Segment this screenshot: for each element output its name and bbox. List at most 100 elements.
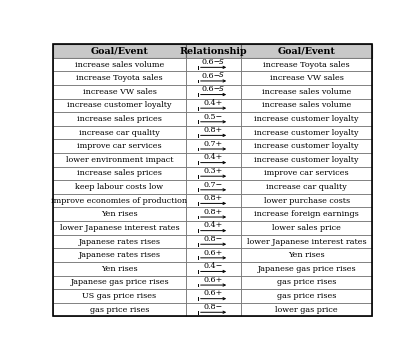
Bar <box>54 126 186 140</box>
Bar <box>54 112 186 126</box>
Text: Yen rises: Yen rises <box>288 251 325 259</box>
Text: lower purchase costs: lower purchase costs <box>264 197 350 205</box>
Bar <box>242 112 372 126</box>
Text: increase customer loyalty: increase customer loyalty <box>254 156 359 164</box>
Text: improve car services: improve car services <box>264 170 349 177</box>
Bar <box>186 71 242 85</box>
Text: Japanese gas price rises: Japanese gas price rises <box>70 278 169 286</box>
Text: Relationship: Relationship <box>180 46 247 56</box>
Text: increase sales volume: increase sales volume <box>262 88 351 96</box>
Bar <box>54 71 186 85</box>
Bar <box>54 262 186 276</box>
Text: 0.6−: 0.6− <box>201 85 221 94</box>
Bar <box>242 303 372 316</box>
Bar <box>54 140 186 153</box>
Bar <box>54 221 186 235</box>
Text: lower sales price: lower sales price <box>272 224 341 232</box>
Bar <box>186 180 242 194</box>
Text: 0.5−: 0.5− <box>204 112 223 121</box>
Text: increase VW sales: increase VW sales <box>83 88 156 96</box>
Text: 0.7−: 0.7− <box>204 181 223 188</box>
Text: 0.6−: 0.6− <box>201 72 221 80</box>
Bar <box>54 167 186 180</box>
Text: 0.8+: 0.8+ <box>204 126 223 134</box>
Bar <box>54 248 186 262</box>
Text: 0.6+: 0.6+ <box>204 276 223 284</box>
Text: lower Japanese interest rates: lower Japanese interest rates <box>247 237 366 246</box>
Bar <box>242 235 372 248</box>
Bar <box>54 194 186 207</box>
Text: 0.4+: 0.4+ <box>204 154 223 161</box>
Text: keep labour costs low: keep labour costs low <box>76 183 164 191</box>
Text: Goal/Event: Goal/Event <box>90 46 149 56</box>
Text: increase Toyota sales: increase Toyota sales <box>76 74 163 82</box>
Bar <box>186 289 242 303</box>
Bar <box>54 235 186 248</box>
Text: improve car services: improve car services <box>77 142 162 150</box>
Bar <box>54 85 186 99</box>
Bar <box>54 44 186 58</box>
Bar <box>186 262 242 276</box>
Bar <box>54 180 186 194</box>
Text: gas price rises: gas price rises <box>277 278 336 286</box>
Bar <box>242 207 372 221</box>
Text: $\mathit{S}$: $\mathit{S}$ <box>218 57 225 66</box>
Text: Goal/Event: Goal/Event <box>278 46 336 56</box>
Bar <box>186 99 242 112</box>
Bar <box>242 58 372 71</box>
Text: 0.3+: 0.3+ <box>204 167 223 175</box>
Text: increase customer loyalty: increase customer loyalty <box>254 129 359 137</box>
Bar <box>186 207 242 221</box>
Bar <box>242 262 372 276</box>
Bar <box>242 71 372 85</box>
Bar <box>242 167 372 180</box>
Text: increase Toyota sales: increase Toyota sales <box>263 61 350 69</box>
Text: 0.7+: 0.7+ <box>204 140 223 148</box>
Bar <box>186 221 242 235</box>
Text: 0.8−: 0.8− <box>204 303 223 311</box>
Text: increase sales volume: increase sales volume <box>75 61 164 69</box>
Text: Japanese rates rises: Japanese rates rises <box>78 237 161 246</box>
Bar <box>186 303 242 316</box>
Text: increase car quality: increase car quality <box>79 129 160 137</box>
Bar <box>186 126 242 140</box>
Bar <box>186 167 242 180</box>
Bar <box>186 44 242 58</box>
Bar <box>186 153 242 167</box>
Text: increase customer loyalty: increase customer loyalty <box>254 115 359 123</box>
Bar <box>186 276 242 289</box>
Bar <box>242 289 372 303</box>
Bar <box>54 276 186 289</box>
Bar <box>242 153 372 167</box>
Text: gas price rises: gas price rises <box>90 306 149 313</box>
Bar <box>242 44 372 58</box>
Text: 0.6−: 0.6− <box>201 58 221 66</box>
Bar <box>54 153 186 167</box>
Text: increase sales prices: increase sales prices <box>77 170 162 177</box>
Text: $\mathit{S}$: $\mathit{S}$ <box>218 84 225 93</box>
Text: 0.8+: 0.8+ <box>204 194 223 202</box>
Text: lower gas price: lower gas price <box>275 306 338 313</box>
Text: US gas price rises: US gas price rises <box>83 292 156 300</box>
Text: gas price rises: gas price rises <box>277 292 336 300</box>
Text: improve economies of production: improve economies of production <box>51 197 188 205</box>
Text: Japanese gas price rises: Japanese gas price rises <box>257 265 356 273</box>
Bar <box>242 180 372 194</box>
Text: 0.8−: 0.8− <box>204 235 223 243</box>
Text: 0.4+: 0.4+ <box>204 221 223 230</box>
Text: 0.4−: 0.4− <box>204 262 223 270</box>
Text: increase VW sales: increase VW sales <box>270 74 344 82</box>
Text: 0.6+: 0.6+ <box>204 290 223 297</box>
Text: increase sales prices: increase sales prices <box>77 115 162 123</box>
Text: lower Japanese interest rates: lower Japanese interest rates <box>60 224 179 232</box>
Bar <box>242 194 372 207</box>
Bar <box>54 207 186 221</box>
Bar <box>186 58 242 71</box>
Bar <box>242 85 372 99</box>
Bar <box>186 235 242 248</box>
Text: Japanese rates rises: Japanese rates rises <box>78 251 161 259</box>
Bar <box>186 248 242 262</box>
Text: Yen rises: Yen rises <box>101 265 138 273</box>
Bar <box>242 99 372 112</box>
Text: lower environment impact: lower environment impact <box>66 156 173 164</box>
